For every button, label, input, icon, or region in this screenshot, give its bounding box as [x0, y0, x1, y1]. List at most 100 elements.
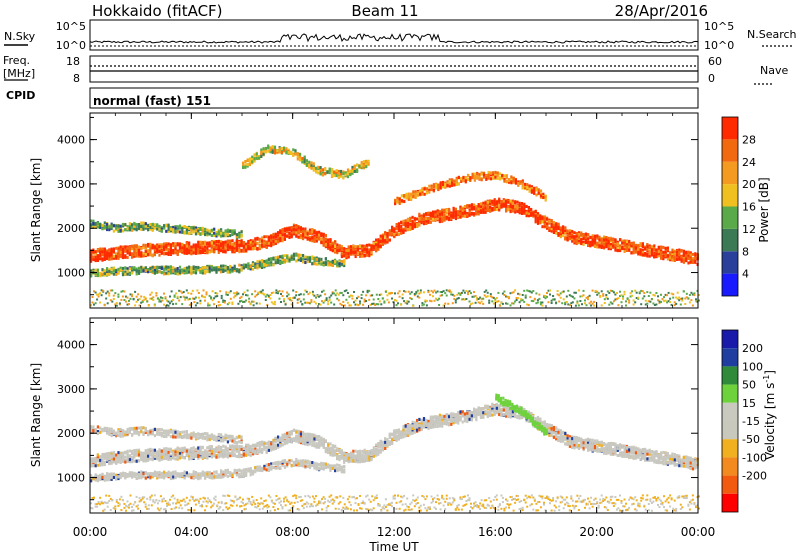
power-ground-cell — [453, 294, 456, 297]
power-ground-cell — [202, 289, 205, 292]
power-ground-cell — [663, 300, 665, 303]
power-ground-cell — [529, 296, 532, 299]
power-ground-cell — [685, 292, 688, 295]
power-cell — [596, 236, 599, 240]
power-cell — [685, 259, 688, 263]
power-cell — [394, 199, 397, 203]
power-cell — [377, 247, 380, 251]
power-ground-cell — [311, 293, 314, 296]
power-cell — [500, 203, 503, 207]
power-cell — [126, 225, 129, 229]
power-ground-cell — [611, 290, 614, 292]
power-cell — [603, 245, 606, 249]
power-ground-cell — [109, 299, 112, 302]
power-ground-cell — [123, 299, 126, 301]
power-ground-cell — [404, 290, 407, 293]
power-ground-cell — [638, 291, 641, 294]
power-ground-cell — [246, 289, 249, 292]
power-ground-cell — [570, 302, 573, 305]
power-cell — [204, 265, 207, 269]
power-ground-cell — [658, 302, 661, 305]
power-cell — [235, 246, 239, 250]
power-ground-cell — [415, 291, 418, 294]
power-cell — [247, 240, 250, 244]
power-cell — [666, 246, 669, 250]
power-cell — [354, 255, 357, 259]
power-cell — [251, 155, 254, 159]
power-cell — [555, 226, 558, 230]
power-cell — [140, 247, 143, 250]
power-ground-cell — [515, 299, 518, 301]
power-cell — [372, 245, 375, 248]
power-ground-cell — [380, 293, 383, 296]
power-cell — [90, 253, 93, 257]
power-cell — [94, 222, 97, 226]
power-ground-cell — [410, 291, 413, 294]
power-cell — [92, 222, 95, 226]
power-ground-cell — [128, 303, 130, 306]
power-cell — [571, 237, 574, 241]
power-ground-cell — [386, 298, 389, 301]
power-ground-cell — [634, 301, 637, 304]
power-ground-cell — [190, 292, 193, 295]
power-ground-cell — [266, 293, 269, 296]
power-cell — [292, 227, 296, 231]
power-cell — [641, 250, 644, 254]
power-ground-cell — [321, 300, 323, 303]
power-cell — [256, 237, 259, 241]
power-ground-cell — [634, 289, 637, 292]
power-cell — [229, 265, 232, 269]
power-cell — [151, 243, 154, 247]
power-cell — [400, 231, 403, 235]
power-cell — [254, 265, 257, 269]
power-cell — [398, 197, 401, 201]
power-cell — [521, 180, 524, 184]
power-cell — [242, 263, 245, 267]
power-cell — [455, 178, 458, 182]
power-ground-cell — [526, 289, 529, 292]
power-ground-cell — [482, 297, 485, 300]
power-cell — [194, 245, 198, 249]
power-ground-cell — [497, 291, 500, 294]
power-cell — [324, 262, 327, 266]
power-cell — [92, 255, 95, 259]
nsearch-tick-top: 10^5 — [704, 20, 734, 33]
power-cell — [272, 235, 275, 239]
power-cell — [503, 174, 506, 178]
power-cell — [215, 246, 218, 249]
power-ground-cell — [407, 290, 410, 293]
power-cell — [285, 151, 288, 155]
power-cell — [258, 156, 261, 160]
power-ground-cell — [196, 302, 199, 305]
power-cell — [464, 180, 467, 184]
power-cell — [646, 245, 649, 249]
power-cell — [552, 227, 555, 231]
power-cell — [222, 269, 225, 272]
power-cell — [593, 238, 597, 242]
power-cell — [265, 263, 268, 267]
power-ground-cell — [649, 291, 652, 294]
power-ground-cell — [126, 296, 129, 299]
power-ground-cell — [512, 291, 515, 294]
power-cell — [384, 238, 387, 242]
power-cell — [206, 242, 209, 246]
power-ground-cell — [185, 296, 188, 299]
power-ground-cell — [562, 298, 565, 301]
power-ground-cell — [626, 298, 629, 301]
power-cell — [233, 241, 236, 245]
power-cell — [501, 174, 504, 177]
power-cell — [204, 227, 207, 231]
power-ground-cell — [541, 304, 544, 307]
power-ground-cell — [208, 294, 211, 297]
power-cell — [548, 219, 551, 223]
power-cell — [261, 239, 264, 243]
power-ground-cell — [140, 301, 143, 304]
power-cell — [270, 235, 273, 239]
power-cell — [637, 250, 640, 254]
power-ground-cell — [550, 302, 553, 304]
power-cell — [303, 158, 306, 162]
power-cell — [272, 242, 275, 246]
power-cell — [612, 238, 615, 242]
power-ground-cell — [521, 299, 524, 302]
power-ground-cell — [494, 299, 497, 302]
